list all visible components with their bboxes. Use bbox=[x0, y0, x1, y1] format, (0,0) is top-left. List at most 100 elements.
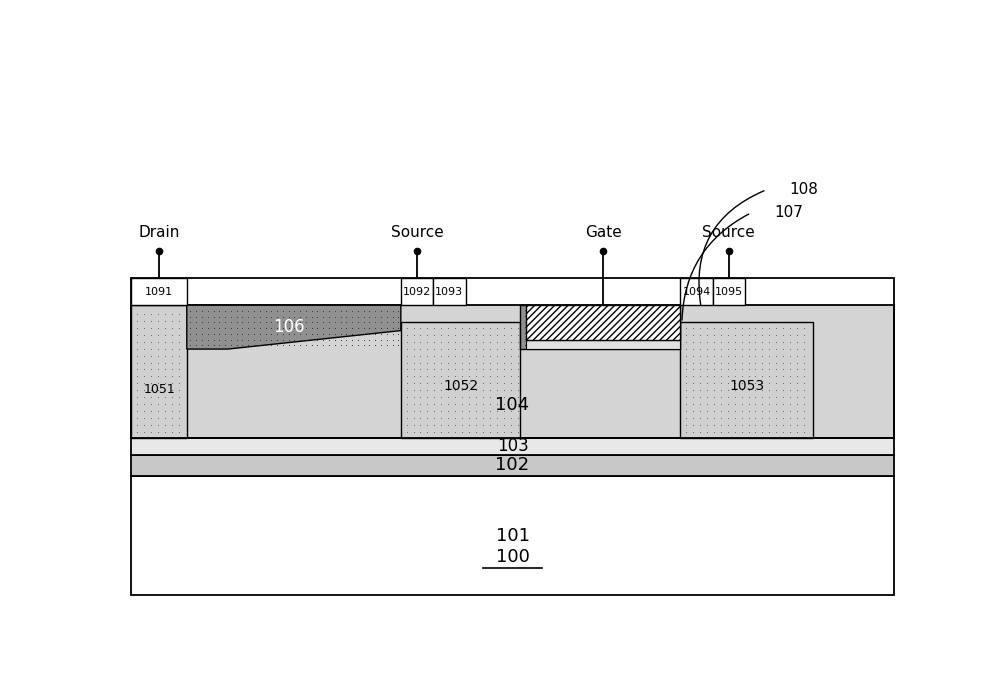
Point bbox=[136, 378, 152, 389]
Point bbox=[269, 317, 285, 328]
Point bbox=[699, 364, 715, 375]
Point bbox=[720, 322, 736, 333]
Text: 100: 100 bbox=[496, 548, 529, 566]
Point bbox=[344, 317, 360, 328]
Point bbox=[150, 309, 166, 320]
Point bbox=[496, 412, 512, 423]
Point bbox=[685, 364, 701, 375]
Point bbox=[129, 427, 145, 437]
Point bbox=[768, 350, 784, 361]
Point bbox=[603, 316, 619, 327]
Point bbox=[426, 322, 442, 333]
Bar bbox=[401, 279, 433, 305]
Point bbox=[574, 333, 590, 344]
Bar bbox=[131, 437, 894, 454]
Point bbox=[304, 306, 320, 316]
Point bbox=[292, 317, 308, 328]
Point bbox=[286, 306, 302, 316]
Point bbox=[632, 322, 648, 333]
Point bbox=[412, 399, 428, 410]
Point bbox=[240, 317, 256, 328]
Point bbox=[727, 378, 743, 389]
Point bbox=[275, 311, 291, 322]
Point bbox=[385, 322, 401, 333]
Point bbox=[269, 322, 285, 333]
Point bbox=[667, 322, 683, 333]
Point bbox=[373, 306, 389, 316]
Point bbox=[447, 378, 463, 389]
Point bbox=[534, 310, 550, 321]
Point bbox=[503, 399, 519, 410]
Point bbox=[713, 385, 729, 395]
Point bbox=[361, 306, 377, 316]
Point bbox=[638, 333, 654, 344]
Point bbox=[796, 427, 812, 437]
Point bbox=[419, 364, 435, 375]
Point bbox=[727, 357, 743, 368]
Point bbox=[433, 406, 449, 416]
Point bbox=[406, 392, 422, 403]
Point bbox=[586, 322, 602, 333]
Point bbox=[685, 420, 701, 431]
Point bbox=[454, 329, 470, 340]
Point bbox=[761, 427, 777, 437]
Point bbox=[685, 378, 701, 389]
Point bbox=[510, 392, 526, 403]
Point bbox=[367, 311, 383, 322]
Point bbox=[699, 371, 715, 382]
Point bbox=[143, 385, 159, 395]
Point bbox=[211, 322, 227, 333]
Point bbox=[720, 364, 736, 375]
Point bbox=[419, 350, 435, 361]
Point bbox=[534, 328, 550, 339]
Point bbox=[747, 371, 763, 382]
Point bbox=[761, 350, 777, 361]
Point bbox=[747, 357, 763, 368]
Point bbox=[367, 334, 383, 345]
Point bbox=[426, 343, 442, 354]
Point bbox=[741, 329, 757, 340]
Point bbox=[286, 340, 302, 351]
Point bbox=[615, 305, 631, 316]
Point bbox=[482, 412, 498, 423]
Point bbox=[638, 328, 654, 339]
Point bbox=[229, 329, 245, 339]
Point bbox=[229, 340, 245, 351]
Point bbox=[720, 357, 736, 368]
Point bbox=[713, 357, 729, 368]
Point bbox=[692, 412, 708, 423]
Point bbox=[706, 350, 722, 361]
Point bbox=[426, 427, 442, 437]
Point bbox=[426, 329, 442, 340]
Point bbox=[796, 378, 812, 389]
Point bbox=[385, 340, 401, 351]
Point bbox=[164, 392, 180, 403]
Point bbox=[182, 329, 198, 339]
Point bbox=[143, 343, 159, 354]
Point bbox=[292, 311, 308, 322]
Point bbox=[510, 364, 526, 375]
Point bbox=[789, 322, 805, 333]
Point bbox=[775, 378, 791, 389]
Point bbox=[252, 311, 268, 322]
Point bbox=[406, 329, 422, 340]
Point bbox=[164, 343, 180, 354]
Point bbox=[592, 339, 608, 350]
Point bbox=[727, 392, 743, 403]
Point bbox=[603, 328, 619, 339]
Point bbox=[489, 337, 505, 347]
Point bbox=[263, 340, 279, 351]
Point bbox=[510, 399, 526, 410]
Point bbox=[350, 317, 366, 328]
Text: 1052: 1052 bbox=[443, 379, 478, 393]
Point bbox=[304, 311, 320, 322]
Point bbox=[390, 311, 406, 322]
Point bbox=[143, 350, 159, 361]
Point bbox=[655, 333, 671, 344]
Text: 1053: 1053 bbox=[729, 379, 764, 393]
Point bbox=[782, 420, 798, 431]
Point bbox=[379, 311, 395, 322]
Point bbox=[361, 334, 377, 345]
Point bbox=[390, 322, 406, 333]
Point bbox=[269, 329, 285, 339]
